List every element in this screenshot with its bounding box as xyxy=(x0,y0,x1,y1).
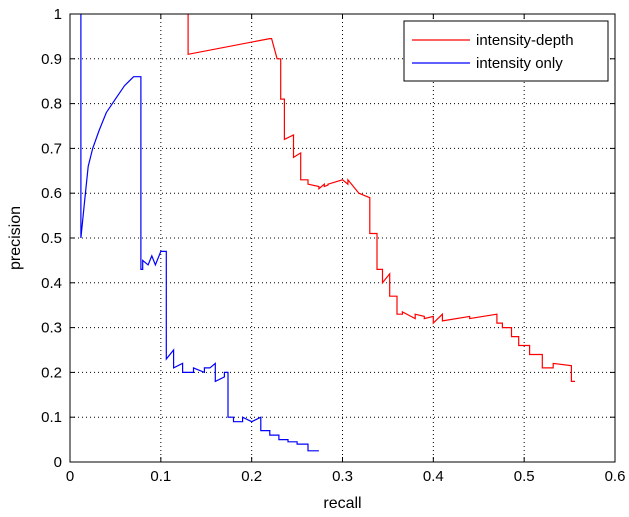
x-tick-label: 0.3 xyxy=(332,468,353,485)
y-tick-label: 0.6 xyxy=(41,185,62,202)
x-tick-label: 0.6 xyxy=(605,468,626,485)
legend-label-intensity-only: intensity only xyxy=(476,55,563,72)
x-tick-label: 0.2 xyxy=(241,468,262,485)
y-tick-label: 0.8 xyxy=(41,96,62,113)
grid xyxy=(70,14,615,462)
y-tick-label: 0.7 xyxy=(41,140,62,157)
x-tick-label: 0.4 xyxy=(423,468,444,485)
x-tick-label: 0.5 xyxy=(514,468,535,485)
ticks: 0 0.1 0.2 0.3 0.4 0.5 0.6 0 0.1 0.2 0.3 0.4 0.5 0.6 0.… xyxy=(41,6,625,485)
legend: intensity-depth intensity only xyxy=(403,20,609,82)
y-tick-label: 0.4 xyxy=(41,275,62,292)
series-layer xyxy=(80,14,575,452)
legend-label-intensity-depth: intensity-depth xyxy=(476,32,574,49)
series-line-intensity-depth xyxy=(187,14,575,382)
y-tick-label: 0.9 xyxy=(41,51,62,68)
x-tick-label: 0 xyxy=(66,468,74,485)
y-tick-label: 0.2 xyxy=(41,364,62,381)
x-axis-label: recall xyxy=(323,495,361,512)
y-tick-label: 0.3 xyxy=(41,320,62,337)
series-line-intensity-only xyxy=(80,14,319,452)
y-tick-label: 0.1 xyxy=(41,409,62,426)
x-tick-label: 0.1 xyxy=(150,468,171,485)
y-axis-label: precision xyxy=(7,206,24,270)
y-tick-label: 0 xyxy=(54,454,62,471)
legend-box xyxy=(403,20,609,82)
y-tick-label: 0.5 xyxy=(41,230,62,247)
y-tick-label: 1 xyxy=(54,6,62,23)
